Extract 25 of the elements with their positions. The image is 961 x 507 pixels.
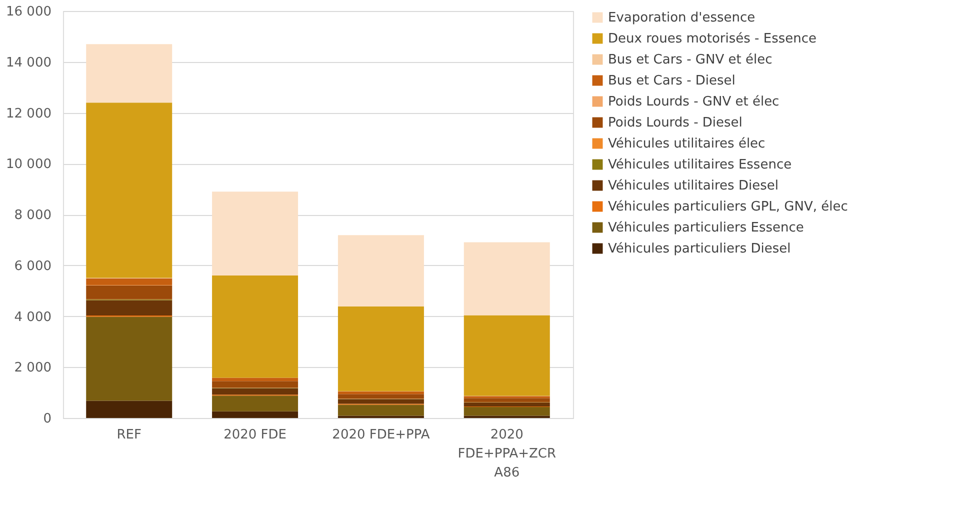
legend-label: Véhicules particuliers Essence (608, 220, 804, 236)
legend-label: Véhicules utilitaires Essence (608, 158, 792, 172)
y-tick-label: 12 000 (6, 106, 52, 122)
y-tick-label: 10 000 (6, 157, 52, 172)
legend-label: Poids Lourds - Diesel (608, 116, 742, 130)
legend-label: Véhicules utilitaires élec (608, 136, 766, 152)
y-tick-label: 16 000 (6, 4, 52, 20)
x-tick-label: 2020 FDE+PPA+ZCR A86 (458, 428, 556, 480)
x-tick-label: 2020 FDE (224, 428, 286, 442)
y-tick-label: 2 000 (14, 360, 52, 376)
y-tick-label: 4 000 (14, 310, 52, 325)
legend-label: Véhicules utilitaires Diesel (608, 178, 778, 194)
y-tick-label: 6 000 (14, 258, 52, 274)
legend-label: Deux roues motorisés - Essence (608, 32, 816, 46)
x-tick-label: 2020 FDE+PPA (332, 428, 430, 442)
y-tick-label: 8 000 (14, 208, 52, 223)
legend-label: Evaporation d'essence (608, 10, 756, 26)
legend-label: Poids Lourds - GNV et élec (608, 94, 780, 110)
legend-label: Véhicules particuliers Diesel (608, 242, 791, 256)
legend-label: Bus et Cars - Diesel (608, 74, 736, 88)
legend-label: Véhicules particuliers GPL, GNV, élec (608, 200, 848, 214)
x-tick-label: REF (116, 428, 142, 442)
legend-label: Bus et Cars - GNV et élec (608, 52, 772, 68)
y-tick-label: 0 (43, 412, 52, 426)
y-tick-label: 14 000 (6, 55, 52, 70)
